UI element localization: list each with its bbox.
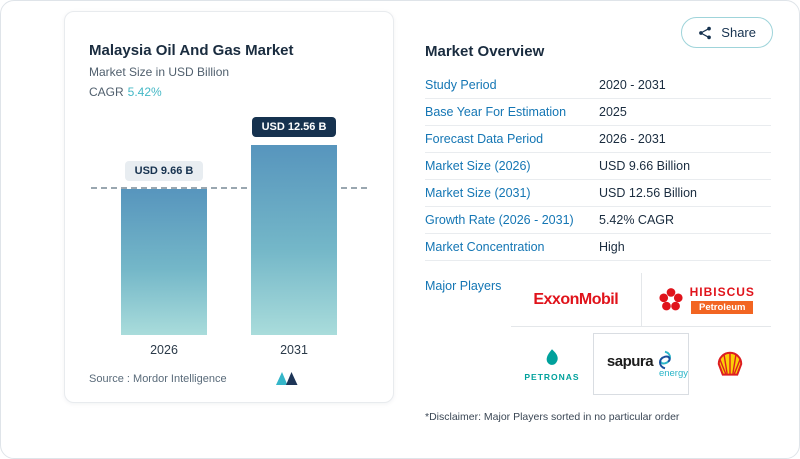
x-axis-label-2026: 2026: [150, 343, 178, 357]
petronas-teardrop-icon: [546, 348, 558, 365]
source-row: Source : Mordor Intelligence: [89, 371, 369, 386]
disclaimer-text: *Disclaimer: Major Players sorted in no …: [425, 411, 680, 423]
source-value: Mordor Intelligence: [133, 372, 227, 385]
sapura-swirl-icon: [659, 350, 672, 369]
row-label: Market Concentration: [425, 240, 545, 254]
source-label: Source :: [89, 372, 130, 385]
table-row: Study Period 2020 - 2031: [425, 72, 771, 99]
market-overview-panel: Market Overview Study Period 2020 - 2031…: [425, 43, 771, 423]
row-value: 2020 - 2031: [599, 78, 666, 92]
share-label: Share: [721, 25, 756, 40]
row-value: USD 9.66 Billion: [599, 159, 691, 173]
cagr-value: 5.42%: [127, 85, 162, 99]
sapura-energy-logo: sapura energy: [593, 333, 689, 395]
overview-table: Study Period 2020 - 2031 Base Year For E…: [425, 72, 771, 261]
bar-2031: [251, 145, 337, 335]
row-label: Study Period: [425, 78, 497, 92]
table-row: Market Concentration High: [425, 234, 771, 261]
row-value: 2026 - 2031: [599, 132, 666, 146]
x-axis: 2026 2031: [89, 343, 369, 357]
table-row: Growth Rate (2026 - 2031) 5.42% CAGR: [425, 207, 771, 234]
row-value: USD 12.56 Billion: [599, 186, 697, 200]
cagr-line: CAGR 5.42%: [89, 85, 369, 99]
x-axis-label-2031: 2031: [280, 343, 308, 357]
table-row: Base Year For Estimation 2025: [425, 99, 771, 126]
share-button[interactable]: Share: [681, 17, 773, 48]
row-label: Growth Rate (2026 - 2031): [425, 213, 574, 227]
chart-title: Malaysia Oil And Gas Market: [89, 42, 294, 59]
row-label: Base Year For Estimation: [425, 105, 567, 119]
chart-subtitle: Market Size in USD Billion: [89, 65, 230, 79]
row-value: 5.42% CAGR: [599, 213, 675, 227]
bar-group-2031: USD 12.56 B: [251, 117, 337, 335]
bar-value-label-2031: USD 12.56 B: [251, 117, 337, 137]
row-label: Forecast Data Period: [425, 132, 544, 146]
mordor-intelligence-logo-icon: [275, 372, 298, 385]
hibiscus-petroleum-logo: HIBISCUS Petroleum: [642, 273, 772, 326]
cagr-label: CAGR: [89, 85, 124, 99]
petronas-logo: PETRONAS: [511, 347, 593, 382]
table-row: Forecast Data Period 2026 - 2031: [425, 126, 771, 153]
bar-value-label-2026: USD 9.66 B: [124, 161, 204, 181]
market-size-chart-card: Malaysia Oil And Gas Market Market Size …: [64, 11, 394, 403]
row-label: Market Size (2031): [425, 186, 531, 200]
row-label: Market Size (2026): [425, 159, 531, 173]
shell-logo: [689, 350, 771, 378]
major-players-section: Major Players ExxonMobil: [425, 273, 771, 401]
bar-chart: USD 9.66 B USD 12.56 B: [89, 103, 369, 335]
row-value: High: [599, 240, 625, 254]
table-row: Market Size (2026) USD 9.66 Billion: [425, 153, 771, 180]
bar-group-2026: USD 9.66 B: [121, 161, 207, 335]
reference-line: [91, 187, 367, 189]
shell-pecten-icon: [717, 351, 743, 376]
exxonmobil-logo: ExxonMobil: [511, 273, 642, 326]
hibiscus-flower-icon: [658, 287, 683, 310]
share-icon: [699, 26, 712, 39]
bar-2026: [121, 189, 207, 335]
major-players-label: Major Players: [425, 279, 502, 293]
major-players-grid: ExxonMobil HIBISCUS Petroleum: [511, 273, 771, 401]
table-row: Market Size (2031) USD 12.56 Billion: [425, 180, 771, 207]
overview-title: Market Overview: [425, 43, 545, 60]
row-value: 2025: [599, 105, 627, 119]
